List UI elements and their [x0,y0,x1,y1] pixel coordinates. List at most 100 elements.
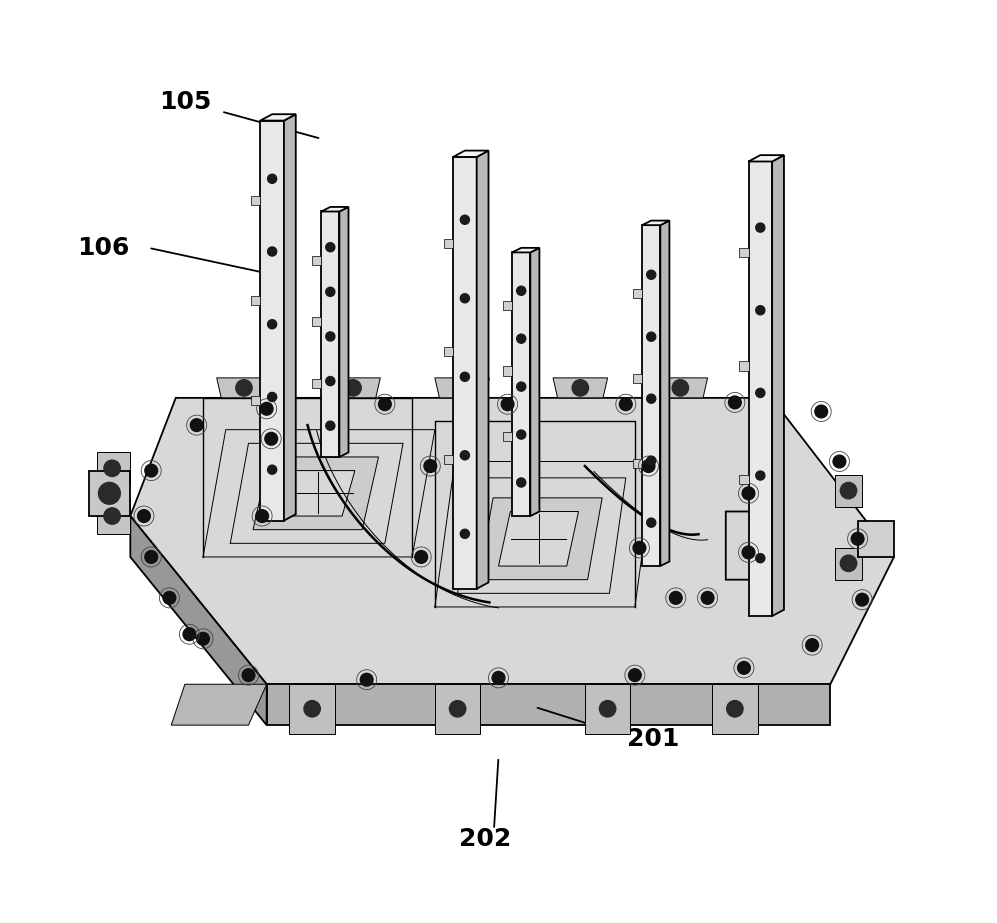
Circle shape [104,461,121,476]
Polygon shape [251,296,260,306]
Circle shape [516,286,525,295]
Circle shape [851,533,864,545]
Polygon shape [90,471,131,516]
Circle shape [756,306,765,315]
Polygon shape [642,221,669,225]
Circle shape [183,628,195,641]
Polygon shape [553,378,607,398]
Polygon shape [131,398,894,684]
Polygon shape [97,497,131,534]
Polygon shape [477,150,489,589]
Circle shape [516,382,525,391]
Circle shape [326,243,335,252]
Polygon shape [251,396,260,405]
Polygon shape [444,239,453,248]
Polygon shape [834,548,862,580]
Polygon shape [289,684,335,734]
Circle shape [304,701,320,717]
Polygon shape [642,225,660,566]
Circle shape [454,379,471,396]
Polygon shape [740,475,749,485]
Circle shape [833,455,845,468]
Polygon shape [633,460,642,468]
Circle shape [633,542,646,554]
Circle shape [493,672,504,684]
Polygon shape [216,378,271,398]
Polygon shape [512,252,530,516]
Circle shape [265,432,277,445]
Circle shape [415,551,428,563]
Circle shape [599,701,616,717]
Polygon shape [653,378,708,398]
Circle shape [647,270,656,280]
Circle shape [572,379,588,396]
Circle shape [138,509,151,522]
Polygon shape [712,684,758,734]
Polygon shape [339,207,349,457]
Polygon shape [740,248,749,257]
Circle shape [260,402,273,415]
Circle shape [742,546,755,558]
Circle shape [672,379,689,396]
Polygon shape [251,196,260,205]
Circle shape [647,518,656,527]
Circle shape [806,639,819,652]
Circle shape [326,377,335,386]
Polygon shape [326,378,380,398]
Circle shape [855,593,868,606]
Polygon shape [171,684,266,725]
Circle shape [267,392,277,402]
Circle shape [647,456,656,465]
Polygon shape [453,157,477,589]
Circle shape [360,673,373,686]
Circle shape [267,319,277,329]
Polygon shape [97,452,131,485]
Polygon shape [253,457,379,530]
Circle shape [701,592,714,605]
Circle shape [242,669,255,681]
Polygon shape [260,114,296,121]
Circle shape [669,592,682,605]
Polygon shape [435,378,490,398]
Text: 106: 106 [77,236,130,260]
Polygon shape [749,155,784,162]
Polygon shape [131,516,266,725]
Circle shape [756,223,765,233]
Circle shape [267,174,277,184]
Circle shape [738,662,751,674]
Polygon shape [503,432,512,441]
Circle shape [619,398,632,411]
Circle shape [326,287,335,296]
Circle shape [516,478,525,487]
Text: 202: 202 [459,827,511,851]
Circle shape [461,372,470,381]
Polygon shape [321,211,339,457]
Text: 105: 105 [159,90,211,114]
Polygon shape [857,521,894,557]
Circle shape [647,394,656,403]
Circle shape [326,421,335,430]
Circle shape [729,396,741,409]
Circle shape [756,554,765,563]
Polygon shape [749,162,772,616]
Polygon shape [740,362,749,371]
Polygon shape [260,121,284,521]
Circle shape [756,471,765,480]
Circle shape [642,460,655,473]
Circle shape [424,460,437,473]
Circle shape [742,487,755,499]
Circle shape [727,701,743,717]
Polygon shape [772,155,784,616]
Polygon shape [444,455,453,463]
Circle shape [345,379,361,396]
Circle shape [840,555,856,571]
Circle shape [99,483,121,504]
Circle shape [461,450,470,460]
Polygon shape [633,374,642,383]
Circle shape [450,701,466,717]
Polygon shape [312,378,321,388]
Polygon shape [660,221,669,566]
Circle shape [326,332,335,341]
Polygon shape [453,150,489,157]
Circle shape [815,405,828,418]
